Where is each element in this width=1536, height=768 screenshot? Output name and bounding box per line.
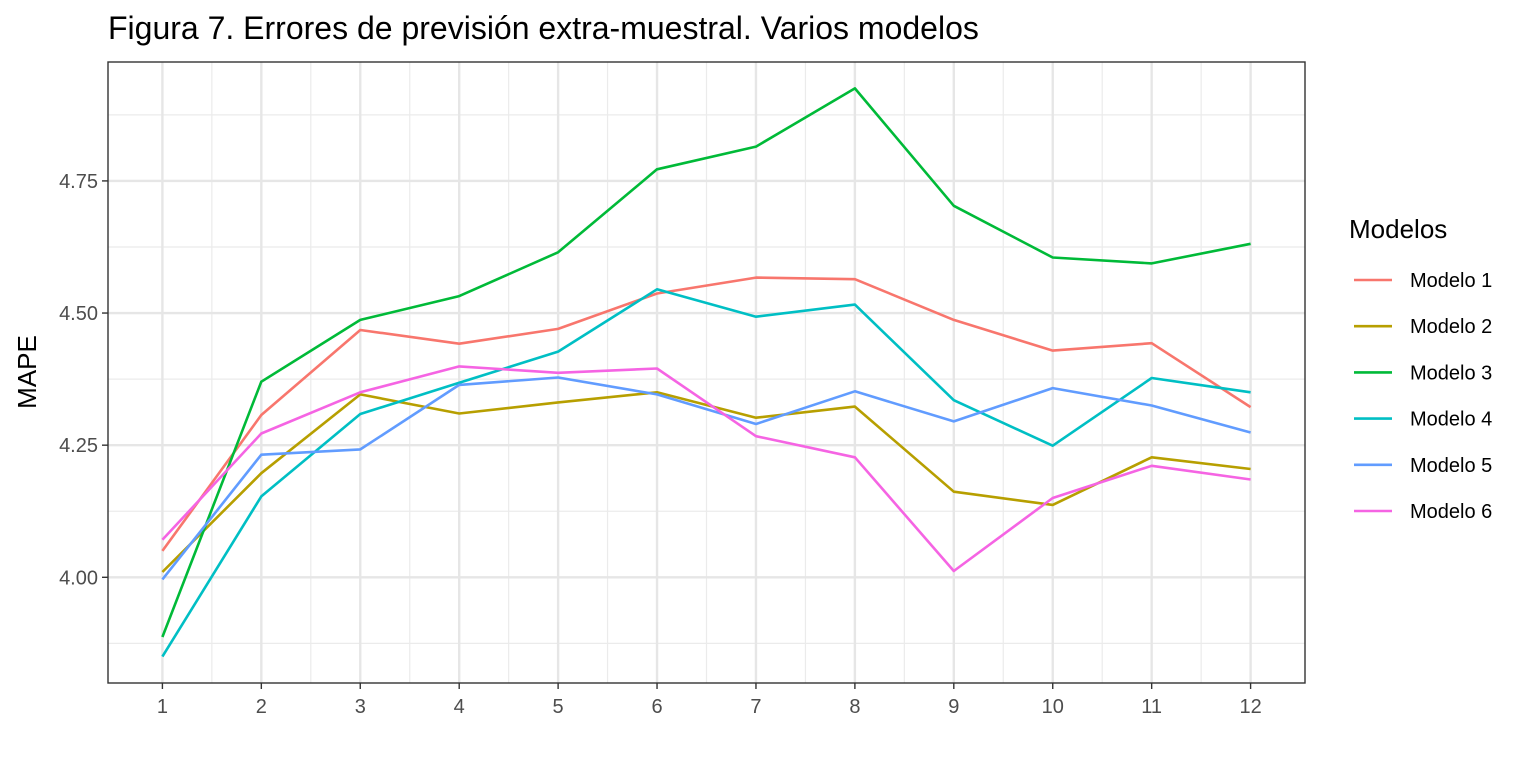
y-tick-label: 4.75	[59, 171, 98, 193]
y-axis: 4.00 4.25 4.50 4.75	[59, 171, 108, 589]
x-tick-label: 7	[750, 696, 761, 718]
legend-label-modelo-1: Modelo 1	[1410, 270, 1492, 292]
chart-title: Figura 7. Errores de previsión extra-mue…	[108, 10, 979, 46]
x-tick-label: 12	[1239, 696, 1261, 718]
legend-label-modelo-5: Modelo 5	[1410, 455, 1492, 477]
x-tick-label: 6	[651, 696, 662, 718]
series-line-modelo-6	[161, 365, 1251, 573]
minor-gridlines	[108, 62, 1305, 683]
legend-label-modelo-6: Modelo 6	[1410, 501, 1492, 523]
legend: Modelos Modelo 1 Modelo 2 Modelo 3 Modelo 4…	[1349, 214, 1492, 523]
legend-title: Modelos	[1349, 214, 1447, 244]
x-tick-label: 5	[553, 696, 564, 718]
x-tick-label: 4	[454, 696, 465, 718]
legend-label-modelo-3: Modelo 3	[1410, 362, 1492, 384]
major-gridlines	[108, 62, 1305, 683]
series-line-modelo-5	[161, 376, 1251, 581]
legend-label-modelo-4: Modelo 4	[1410, 409, 1492, 431]
y-tick-label: 4.00	[59, 567, 98, 589]
x-tick-label: 11	[1141, 696, 1162, 718]
x-tick-label: 3	[355, 696, 366, 718]
y-axis-title: MAPE	[12, 335, 42, 409]
series-lines	[161, 87, 1252, 658]
series-line-modelo-2	[161, 390, 1251, 573]
x-tick-label: 10	[1042, 696, 1064, 718]
plot-border	[107, 61, 1306, 684]
series-line-modelo-1	[161, 276, 1252, 552]
x-axis: 1 2 3 4 5 6 7 8 9 10 11 12	[157, 683, 1262, 718]
y-tick-label: 4.25	[59, 435, 98, 457]
x-tick-label: 8	[849, 696, 860, 718]
x-tick-label: 9	[948, 696, 959, 718]
x-tick-label: 1	[157, 696, 168, 718]
series-line-modelo-3	[161, 87, 1251, 638]
x-tick-label: 2	[256, 696, 267, 718]
legend-label-modelo-2: Modelo 2	[1410, 316, 1492, 338]
series-line-modelo-4	[161, 287, 1251, 658]
y-tick-label: 4.50	[59, 303, 98, 325]
